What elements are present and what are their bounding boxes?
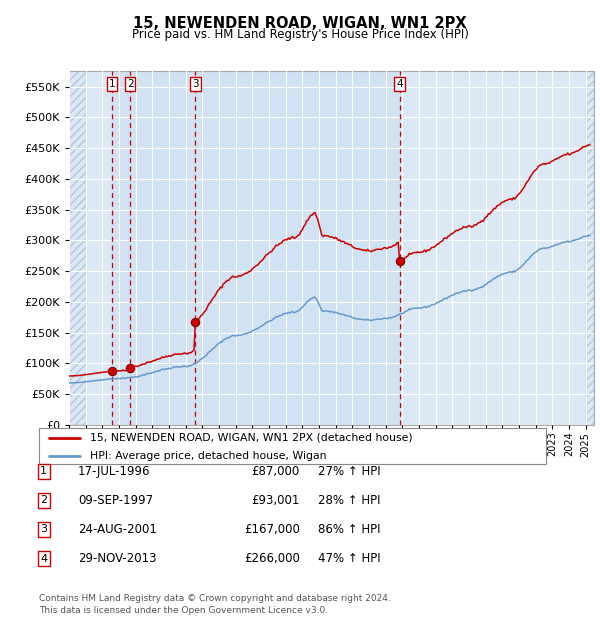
FancyBboxPatch shape bbox=[39, 428, 546, 464]
Bar bbox=[130, 71, 196, 425]
Text: £167,000: £167,000 bbox=[244, 523, 300, 536]
Text: 3: 3 bbox=[40, 525, 47, 534]
Text: £93,001: £93,001 bbox=[251, 494, 300, 507]
Text: 2: 2 bbox=[40, 495, 47, 505]
Text: 24-AUG-2001: 24-AUG-2001 bbox=[78, 523, 157, 536]
Text: 2: 2 bbox=[127, 79, 133, 89]
Text: 27% ↑ HPI: 27% ↑ HPI bbox=[318, 465, 380, 477]
Text: Price paid vs. HM Land Registry's House Price Index (HPI): Price paid vs. HM Land Registry's House … bbox=[131, 28, 469, 41]
Text: Contains HM Land Registry data © Crown copyright and database right 2024.
This d: Contains HM Land Registry data © Crown c… bbox=[39, 594, 391, 615]
Text: £87,000: £87,000 bbox=[252, 465, 300, 477]
Bar bbox=[69, 71, 86, 425]
Text: 28% ↑ HPI: 28% ↑ HPI bbox=[318, 494, 380, 507]
Text: 3: 3 bbox=[192, 79, 199, 89]
Text: 4: 4 bbox=[40, 554, 47, 564]
Text: 29-NOV-2013: 29-NOV-2013 bbox=[78, 552, 157, 565]
Bar bbox=[112, 71, 130, 425]
Bar bbox=[196, 71, 400, 425]
Text: 1: 1 bbox=[109, 79, 115, 89]
Text: £266,000: £266,000 bbox=[244, 552, 300, 565]
Text: 09-SEP-1997: 09-SEP-1997 bbox=[78, 494, 153, 507]
Text: 47% ↑ HPI: 47% ↑ HPI bbox=[318, 552, 380, 565]
Text: 15, NEWENDEN ROAD, WIGAN, WN1 2PX: 15, NEWENDEN ROAD, WIGAN, WN1 2PX bbox=[133, 16, 467, 30]
Text: 1: 1 bbox=[40, 466, 47, 476]
Text: 17-JUL-1996: 17-JUL-1996 bbox=[78, 465, 151, 477]
Text: HPI: Average price, detached house, Wigan: HPI: Average price, detached house, Wiga… bbox=[90, 451, 326, 461]
Text: 86% ↑ HPI: 86% ↑ HPI bbox=[318, 523, 380, 536]
Bar bbox=[586, 71, 594, 425]
Text: 15, NEWENDEN ROAD, WIGAN, WN1 2PX (detached house): 15, NEWENDEN ROAD, WIGAN, WN1 2PX (detac… bbox=[90, 433, 412, 443]
Text: 4: 4 bbox=[396, 79, 403, 89]
